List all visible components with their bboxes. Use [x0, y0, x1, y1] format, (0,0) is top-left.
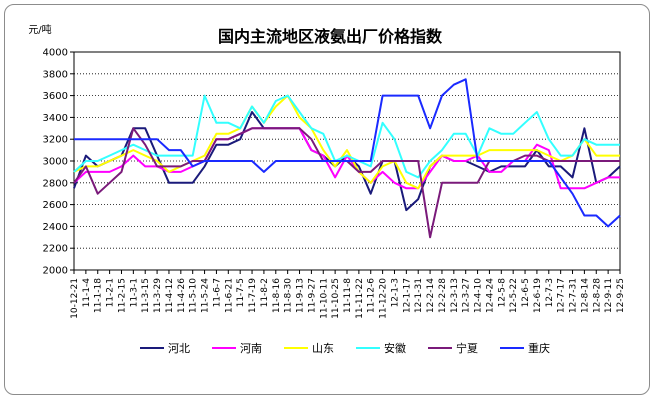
x-tick-label: 11-7-5	[236, 278, 246, 307]
x-tick-label: 12-6-19	[533, 278, 543, 313]
y-tick-label: 2600	[43, 200, 68, 211]
x-tick-label: 11-3-1	[129, 278, 139, 307]
y-tick-label: 2800	[43, 178, 68, 189]
x-tick-label: 11-8-2	[260, 278, 270, 307]
x-tick-label: 12-1-31	[414, 278, 424, 313]
series-lines	[73, 78, 621, 239]
x-tick-label: 11-9-13	[296, 278, 306, 313]
x-tick-label: 11-2-1	[106, 278, 116, 307]
legend-label: 宁夏	[456, 341, 478, 355]
x-tick-label: 11-2-15	[117, 278, 127, 313]
legend-label: 山东	[312, 342, 334, 355]
x-tick-label: 12-7-31	[569, 278, 579, 313]
x-tick-label: 12-2-28	[438, 278, 448, 313]
y-tick-label: 3000	[43, 157, 68, 168]
x-tick-label: 11-9-27	[307, 278, 317, 313]
x-tick-label: 11-4-26	[177, 278, 187, 313]
y-tick-label: 2000	[43, 266, 68, 277]
x-tick-label: 12-1-3	[390, 278, 400, 307]
legend-label: 河南	[240, 342, 262, 355]
x-tick-label: 11-3-29	[153, 278, 163, 313]
x-tick-label: 11-6-7	[212, 278, 222, 307]
x-tick-label: 11-12-6	[367, 278, 377, 313]
y-tick-label: 3400	[43, 113, 68, 124]
x-tick-label: 11-11-8	[343, 278, 353, 313]
y-tick-label: 3600	[43, 91, 68, 102]
x-tick-label: 12-1-17	[402, 278, 412, 313]
y-tick-label: 2200	[43, 244, 68, 255]
x-tick-label: 11-8-30	[284, 278, 294, 313]
x-tick-label: 11-1-18	[94, 278, 104, 313]
x-tick-label: 11-7-19	[248, 278, 258, 313]
x-tick-label: 12-9-11	[604, 278, 614, 313]
x-tick-label: 12-7-17	[557, 278, 567, 313]
x-tick-label: 11-3-15	[141, 278, 151, 313]
x-tick-label: 12-6-5	[521, 278, 531, 307]
x-tick-label: 12-5-22	[509, 278, 519, 313]
x-axis-ticks: 10-12-21 11-1-4 11-1-18 11-2-1 11-2-15 11-3-1…	[70, 270, 626, 319]
series-line-重庆	[74, 78, 621, 228]
x-tick-label: 12-8-14	[580, 278, 590, 313]
legend: 河北 河南 山东 安徽 宁夏 重庆	[140, 341, 550, 355]
x-tick-label: 12-5-8	[497, 278, 507, 308]
x-tick-label: 11-5-24	[201, 278, 211, 313]
y-tick-label: 3200	[43, 135, 68, 146]
x-tick-label: 12-9-25	[616, 278, 626, 313]
x-tick-label: 11-1-4	[82, 278, 92, 308]
y-axis-unit: 元/吨	[28, 23, 51, 36]
x-tick-label: 11-10-11	[319, 278, 329, 319]
x-tick-label: 10-12-21	[70, 278, 80, 319]
x-tick-label: 11-4-12	[165, 278, 175, 313]
series-line-安徽	[73, 94, 620, 179]
x-tick-label: 12-4-24	[485, 278, 495, 313]
x-tick-label: 11-12-20	[379, 278, 389, 319]
series-line-山东	[73, 94, 620, 190]
chart-title: 国内主流地区液氨出厂价格指数	[218, 27, 443, 46]
x-tick-label: 12-3-13	[450, 278, 460, 313]
legend-label: 重庆	[528, 341, 550, 355]
y-axis-ticks: 2000 2200 2400 2600 2800 3000 3200 3400 3600 3800…	[43, 48, 74, 277]
x-tick-label: 12-8-28	[592, 278, 602, 313]
y-tick-label: 3800	[43, 69, 68, 80]
x-tick-label: 12-7-3	[545, 278, 555, 307]
y-tick-label: 2400	[43, 222, 68, 233]
y-tick-label: 4000	[43, 48, 68, 59]
x-tick-label: 12-2-14	[426, 278, 436, 313]
x-tick-label: 11-10-25	[331, 278, 341, 319]
x-tick-label: 12-3-27	[462, 278, 472, 313]
legend-label: 河北	[168, 342, 190, 355]
x-tick-label: 12-4-10	[474, 278, 484, 313]
x-tick-label: 11-5-10	[189, 278, 199, 313]
x-tick-label: 11-11-22	[355, 278, 365, 319]
grid-lines	[74, 73, 620, 249]
legend-label: 安徽	[384, 341, 406, 355]
x-tick-label: 11-6-21	[224, 278, 234, 313]
x-tick-label: 11-8-16	[272, 278, 282, 313]
